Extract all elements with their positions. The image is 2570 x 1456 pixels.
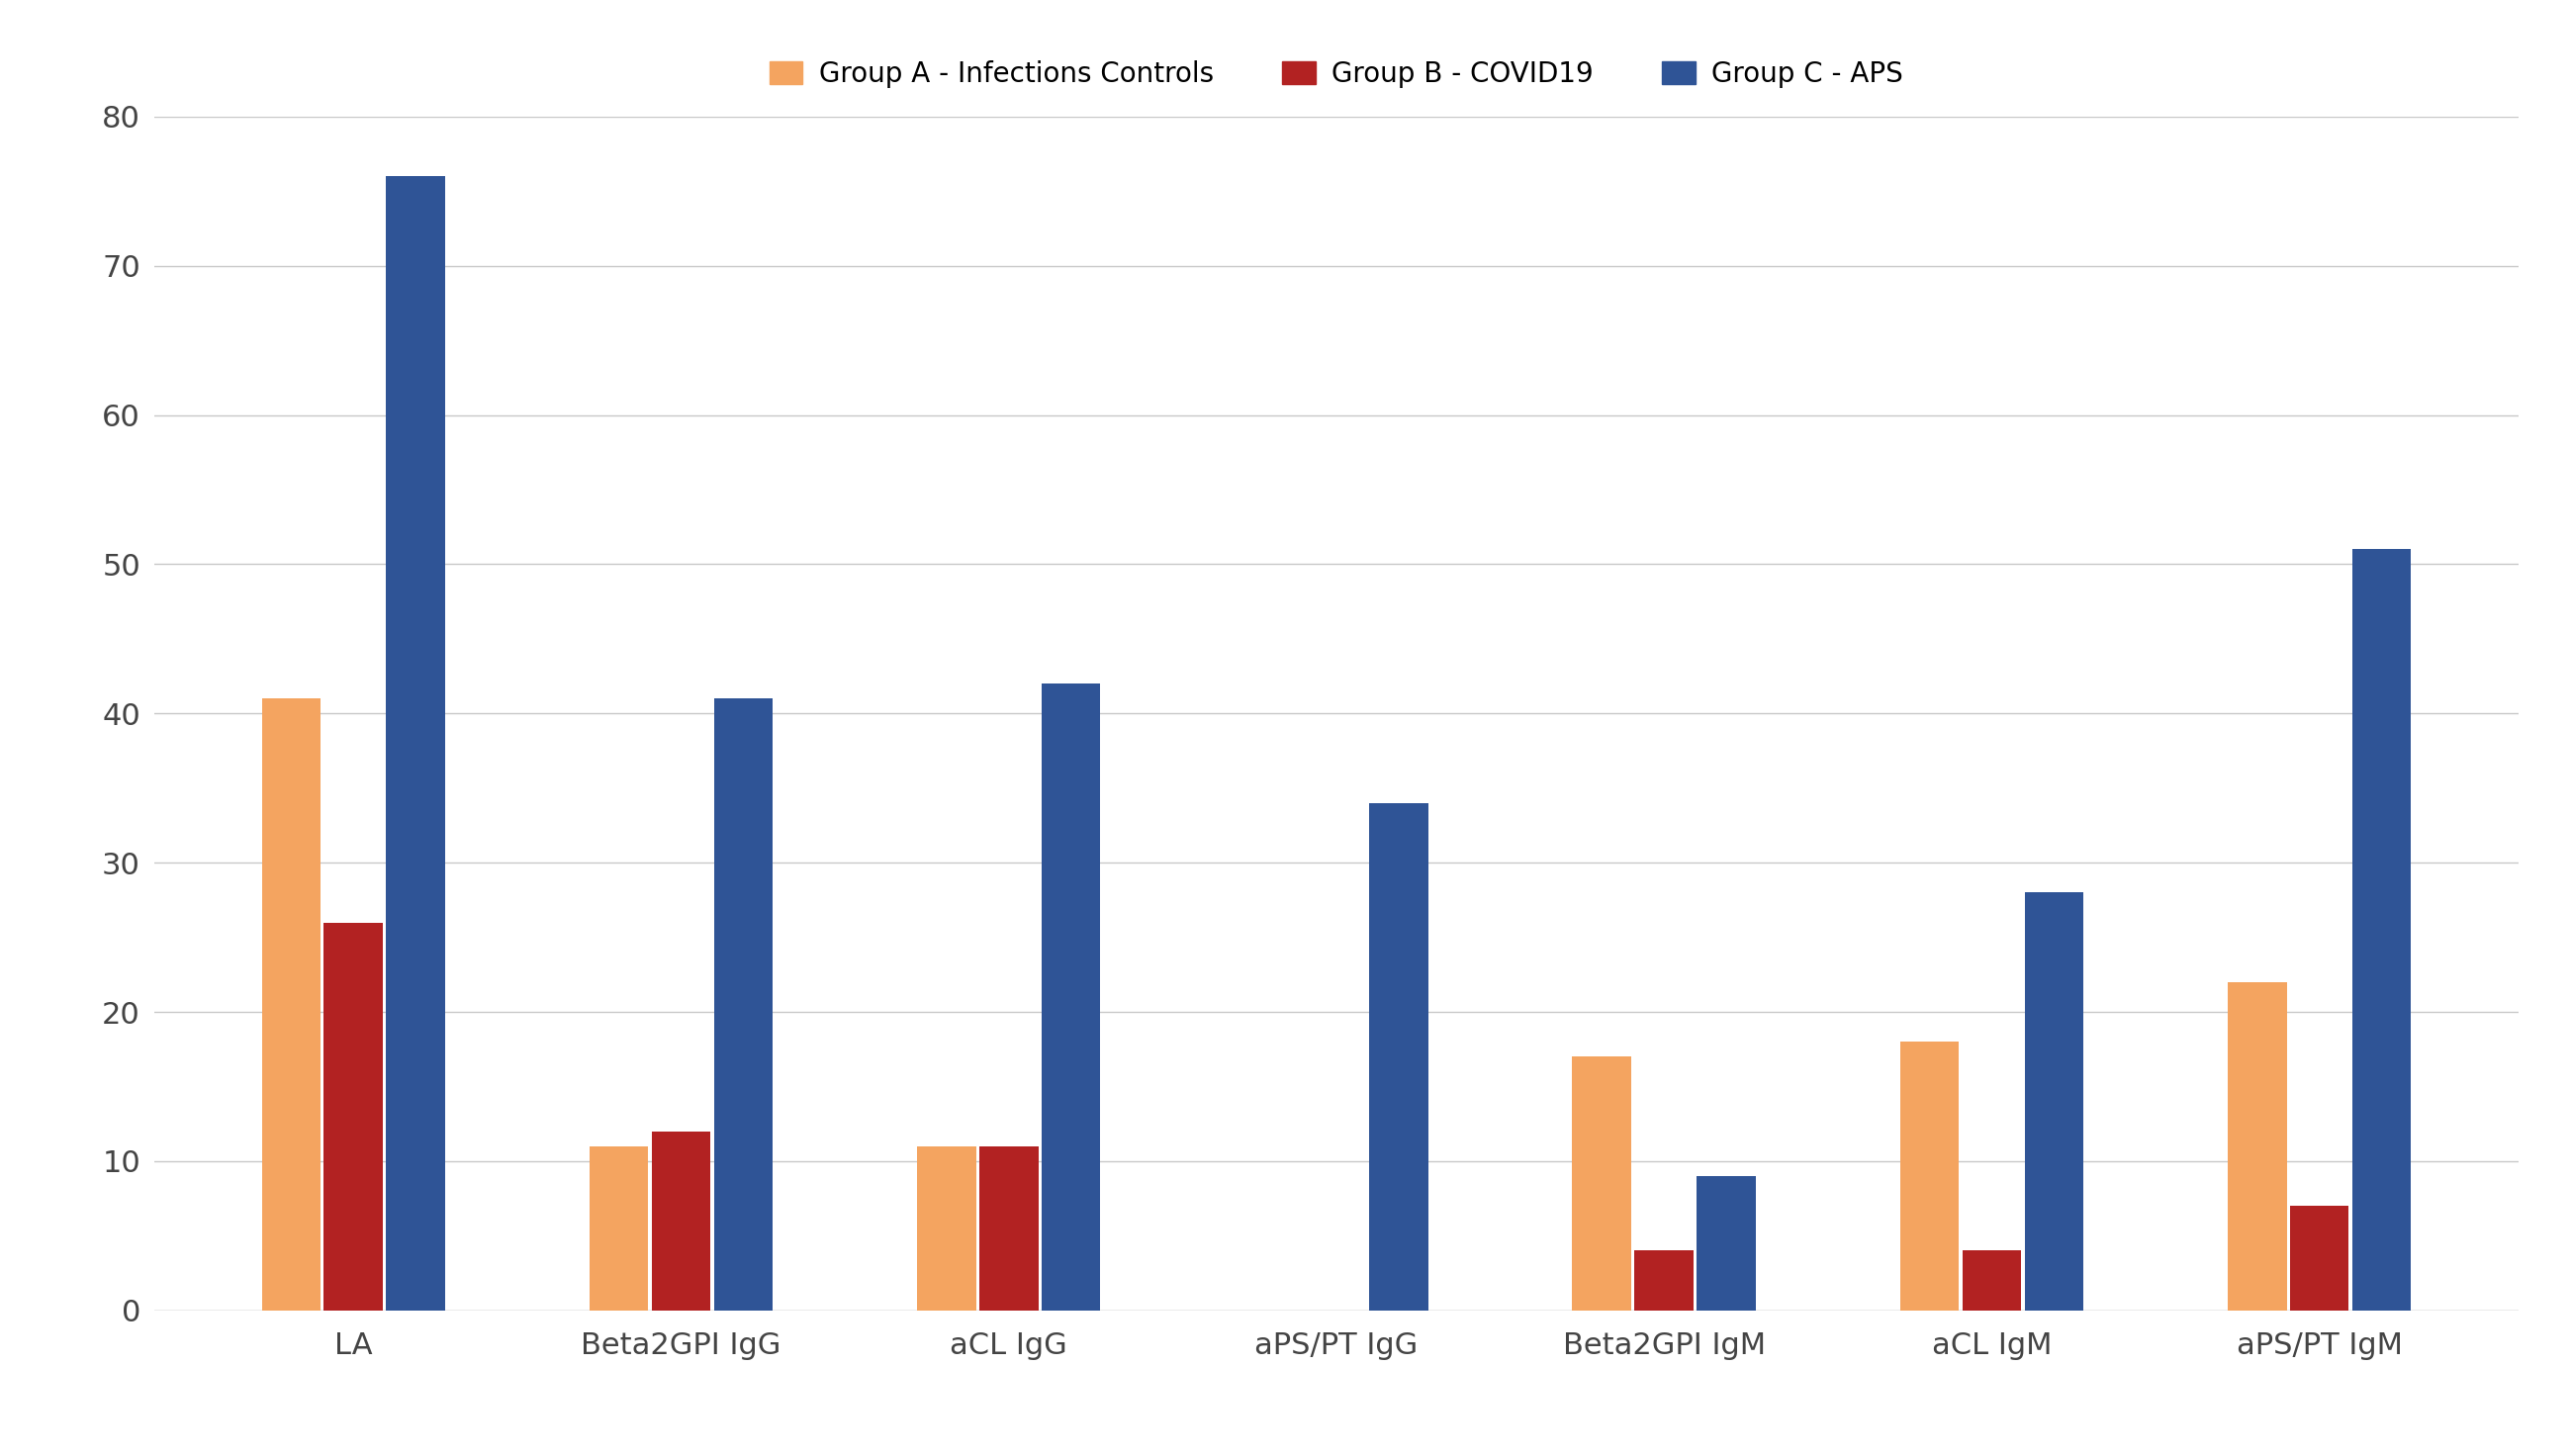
Bar <box>2228 983 2287 1310</box>
Bar <box>1635 1251 1694 1310</box>
Bar <box>1573 1057 1632 1310</box>
Legend: Group A - Infections Controls, Group B - COVID19, Group C - APS: Group A - Infections Controls, Group B -… <box>756 47 1917 102</box>
Bar <box>2025 893 2084 1310</box>
Bar <box>1696 1176 1755 1310</box>
Bar <box>1041 684 1100 1310</box>
Bar <box>653 1131 709 1310</box>
Bar <box>2290 1206 2349 1310</box>
Bar <box>1963 1251 2020 1310</box>
Bar <box>262 699 321 1310</box>
Bar <box>979 1146 1038 1310</box>
Bar <box>589 1146 648 1310</box>
Bar <box>386 176 445 1310</box>
Bar <box>324 923 383 1310</box>
Bar <box>2352 549 2411 1310</box>
Bar <box>1370 804 1429 1310</box>
Bar <box>917 1146 977 1310</box>
Bar <box>1899 1042 1958 1310</box>
Bar <box>714 699 774 1310</box>
